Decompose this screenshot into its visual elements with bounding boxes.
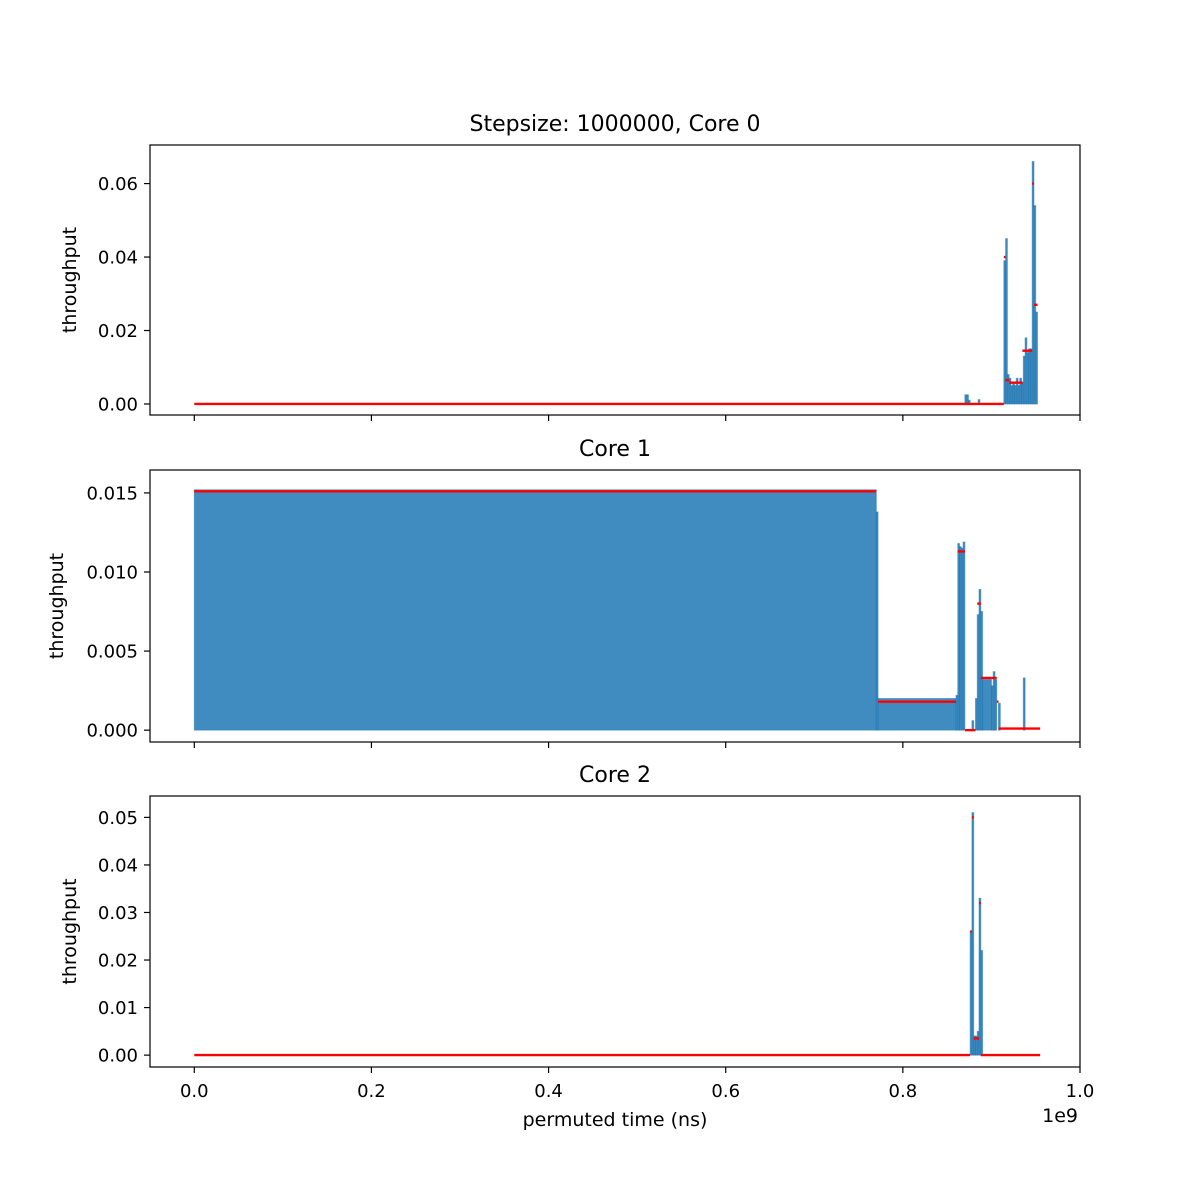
bar [971, 720, 975, 731]
y-tick-label: 0.005 [86, 642, 138, 663]
y-tick-label: 0.06 [98, 174, 138, 195]
bar [994, 679, 998, 731]
y-tick-label: 0.02 [98, 951, 138, 972]
bar [193, 489, 877, 731]
y-tick-label: 0.02 [98, 321, 138, 342]
x-tick-label: 0.8 [889, 1081, 918, 1102]
y-tick-label: 0.04 [98, 248, 138, 269]
bar [998, 702, 1001, 731]
bar [1005, 238, 1008, 405]
subplot-0: Stepsize: 1000000, Core 0 throughput 0.00 0… [59, 112, 1081, 421]
bar [875, 511, 879, 731]
x-axis-label: permuted time (ns) [523, 1109, 708, 1131]
x-tick-label: 0.0 [180, 1081, 209, 1102]
y-axis-label: throughput [46, 553, 68, 659]
y-tick-label: 0.01 [98, 998, 138, 1019]
y-tick-label: 0.03 [98, 903, 138, 924]
subplot-2: Core 2 throughput 0.00 0.01 0.02 0.03 0.04 0.05… [59, 763, 1094, 1102]
x-tick-label: 0.4 [534, 1081, 563, 1102]
y-axis-label: throughput [59, 878, 81, 984]
bar [1035, 311, 1038, 405]
x-tick-label: 1.0 [1066, 1081, 1095, 1102]
subplot-title: Stepsize: 1000000, Core 0 [469, 112, 760, 137]
y-tick-label: 0.000 [86, 721, 138, 742]
bar [1022, 677, 1026, 731]
x-tick-label: 0.6 [711, 1081, 740, 1102]
axes-frame [149, 144, 1081, 416]
y-axis-label: throughput [59, 227, 81, 333]
y-tick-label: 0.04 [98, 855, 138, 876]
bar [971, 812, 975, 1056]
x-axis-offset-label: 1e9 [1042, 1105, 1078, 1127]
subplots: Stepsize: 1000000, Core 0throughput0.000… [46, 112, 1094, 1102]
y-tick-label: 0.015 [86, 483, 138, 504]
bar [982, 679, 992, 731]
y-tick-label: 0.00 [98, 394, 138, 415]
y-tick-label: 0.010 [86, 563, 138, 584]
y-tick-label: 0.05 [98, 808, 138, 829]
subplot-1: Core 1 throughput 0.000 0.005 0.010 0.015 [46, 437, 1081, 748]
bar [877, 698, 957, 731]
bar [980, 611, 984, 731]
bar [962, 541, 966, 731]
axes-frame [149, 469, 1081, 743]
subplot-title: Core 2 [579, 763, 651, 788]
subplot-title: Core 1 [579, 437, 651, 462]
x-tick-label: 0.2 [357, 1081, 386, 1102]
axes-frame [149, 795, 1081, 1068]
bar [980, 950, 984, 1056]
y-tick-label: 0.00 [98, 1046, 138, 1067]
